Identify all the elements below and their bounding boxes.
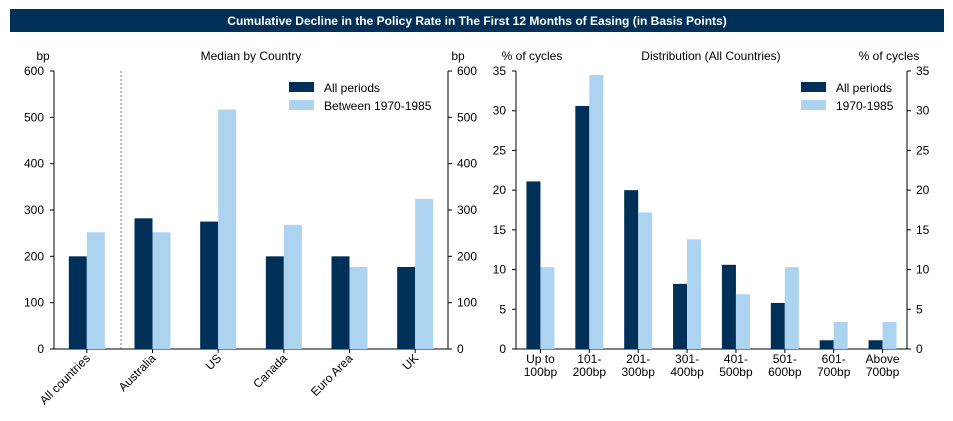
chart1-bar-series1 [397, 266, 416, 349]
chart1-ytick-label-right: 100 [457, 296, 477, 310]
chart2-bar-series1 [721, 264, 736, 349]
chart2-ytick-label-right: 5 [916, 302, 923, 316]
chart1-ytick-label-left: 200 [24, 249, 44, 263]
chart2-bar-series2 [833, 321, 848, 349]
chart2-xtick-label: 700bp [817, 365, 851, 379]
chart1-ytick-label-left: 600 [24, 64, 44, 78]
chart1-ytick-label-left: 0 [37, 342, 44, 356]
chart2-xtick-label: 600bp [768, 365, 802, 379]
chart1-bar-series1 [68, 256, 87, 349]
chart2-ylabel-left: % of cycles [502, 49, 563, 63]
chart1-xtick-label: Euro Area [308, 351, 356, 399]
chart1-xtick-label: All countries [37, 351, 93, 407]
chart1-bar-series1 [134, 218, 153, 349]
chart2-ytick-label-left: 15 [493, 223, 507, 237]
chart2-xtick-label: 500bp [719, 365, 753, 379]
chart1-bar-series2 [283, 224, 302, 349]
chart1-bar-series2 [415, 198, 434, 349]
chart1-ytick-label-left: 100 [24, 296, 44, 310]
chart2-legend-label: 1970-1985 [836, 99, 894, 113]
chart2-bar-series2 [735, 294, 750, 349]
chart2-bar-series1 [673, 283, 688, 349]
chart2-ytick-label-right: 0 [916, 342, 923, 356]
chart1-bar-series2 [86, 232, 105, 349]
chart1-legend-label: All periods [324, 81, 380, 95]
chart2-bar-series1 [868, 340, 883, 349]
chart1-ytick-label-right: 400 [457, 157, 477, 171]
chart2-xtick-label: Up to [526, 352, 555, 366]
chart1-bar-series1 [265, 256, 284, 349]
chart2-ytick-label-right: 20 [916, 183, 930, 197]
chart1-bar-series2 [218, 109, 237, 349]
chart1-bar-series2 [152, 232, 171, 349]
chart1-legend-swatch [289, 100, 314, 110]
chart2-xtick-label: 201- [626, 352, 650, 366]
chart1-ylabel-left: bp [36, 49, 50, 63]
chart1-bar-series2 [349, 266, 368, 349]
chart2-bar-series1 [526, 181, 541, 349]
chart1-xtick-label: Australia [116, 351, 159, 394]
chart2-ytick-label-left: 35 [493, 64, 507, 78]
chart2-bar-series1 [624, 190, 639, 349]
chart1-title: Median by Country [201, 49, 302, 63]
chart1-bar-series1 [200, 221, 219, 349]
chart2-bar-series2 [638, 212, 653, 349]
chart2-ytick-label-left: 0 [499, 342, 506, 356]
chart2-bar-series2 [589, 74, 604, 349]
chart2-xtick-label: 101- [577, 352, 601, 366]
chart-banner-title: Cumulative Decline in the Policy Rate in… [10, 9, 944, 32]
chart1-xtick-label: Canada [250, 351, 290, 391]
chart2-title: Distribution (All Countries) [641, 49, 780, 63]
chart2-bar-series1 [770, 302, 785, 349]
chart1-legend-swatch [289, 82, 314, 92]
chart2-bar-series1 [819, 340, 834, 349]
chart2-ytick-label-left: 25 [493, 143, 507, 157]
chart1-ytick-label-right: 0 [457, 342, 464, 356]
chart2-bar-series2 [784, 267, 799, 349]
chart1-ytick-label-left: 500 [24, 110, 44, 124]
chart2-xtick-label: 401- [724, 352, 748, 366]
chart2-ytick-label-right: 30 [916, 104, 930, 118]
chart2-legend-swatch [801, 100, 826, 110]
chart2-ytick-label-left: 30 [493, 104, 507, 118]
chart2-bar-series2 [882, 321, 897, 349]
chart1-ytick-label-right: 500 [457, 110, 477, 124]
chart2-ytick-label-left: 20 [493, 183, 507, 197]
chart2-ytick-label-right: 25 [916, 143, 930, 157]
chart2-xtick-label: 200bp [573, 365, 607, 379]
chart2-ytick-label-right: 15 [916, 223, 930, 237]
chart2-xtick-label: Above [866, 352, 900, 366]
chart2-ytick-label-right: 35 [916, 64, 930, 78]
chart1-xtick-label: UK [400, 351, 422, 373]
chart2-ytick-label-right: 10 [916, 263, 930, 277]
chart1-legend-label: Between 1970-1985 [324, 99, 432, 113]
chart2-xtick-label: 400bp [670, 365, 704, 379]
chart2-ytick-label-left: 5 [499, 302, 506, 316]
chart2-xtick-label: 700bp [866, 365, 900, 379]
chart1-ytick-label-left: 300 [24, 203, 44, 217]
chart2-legend-swatch [801, 82, 826, 92]
chart2-xtick-label: 100bp [524, 365, 558, 379]
chart2-bar-series1 [575, 105, 590, 349]
chart2-xtick-label: 501- [773, 352, 797, 366]
chart1-ytick-label-right: 600 [457, 64, 477, 78]
chart2-ylabel-right: % of cycles [859, 49, 920, 63]
chart1-ytick-label-left: 400 [24, 157, 44, 171]
chart2-ytick-label-left: 10 [493, 263, 507, 277]
chart2-xtick-label: 601- [822, 352, 846, 366]
chart2-legend-label: All periods [836, 81, 892, 95]
chart1-bar-series1 [331, 256, 350, 349]
chart1-ytick-label-right: 200 [457, 249, 477, 263]
chart2-xtick-label: 301- [675, 352, 699, 366]
chart1-ylabel-right: bp [451, 49, 465, 63]
chart1-xtick-label: US [203, 351, 225, 373]
chart1-ytick-label-right: 300 [457, 203, 477, 217]
chart2-bar-series2 [540, 267, 555, 349]
chart2-xtick-label: 300bp [622, 365, 656, 379]
chart2-bar-series2 [687, 239, 702, 349]
